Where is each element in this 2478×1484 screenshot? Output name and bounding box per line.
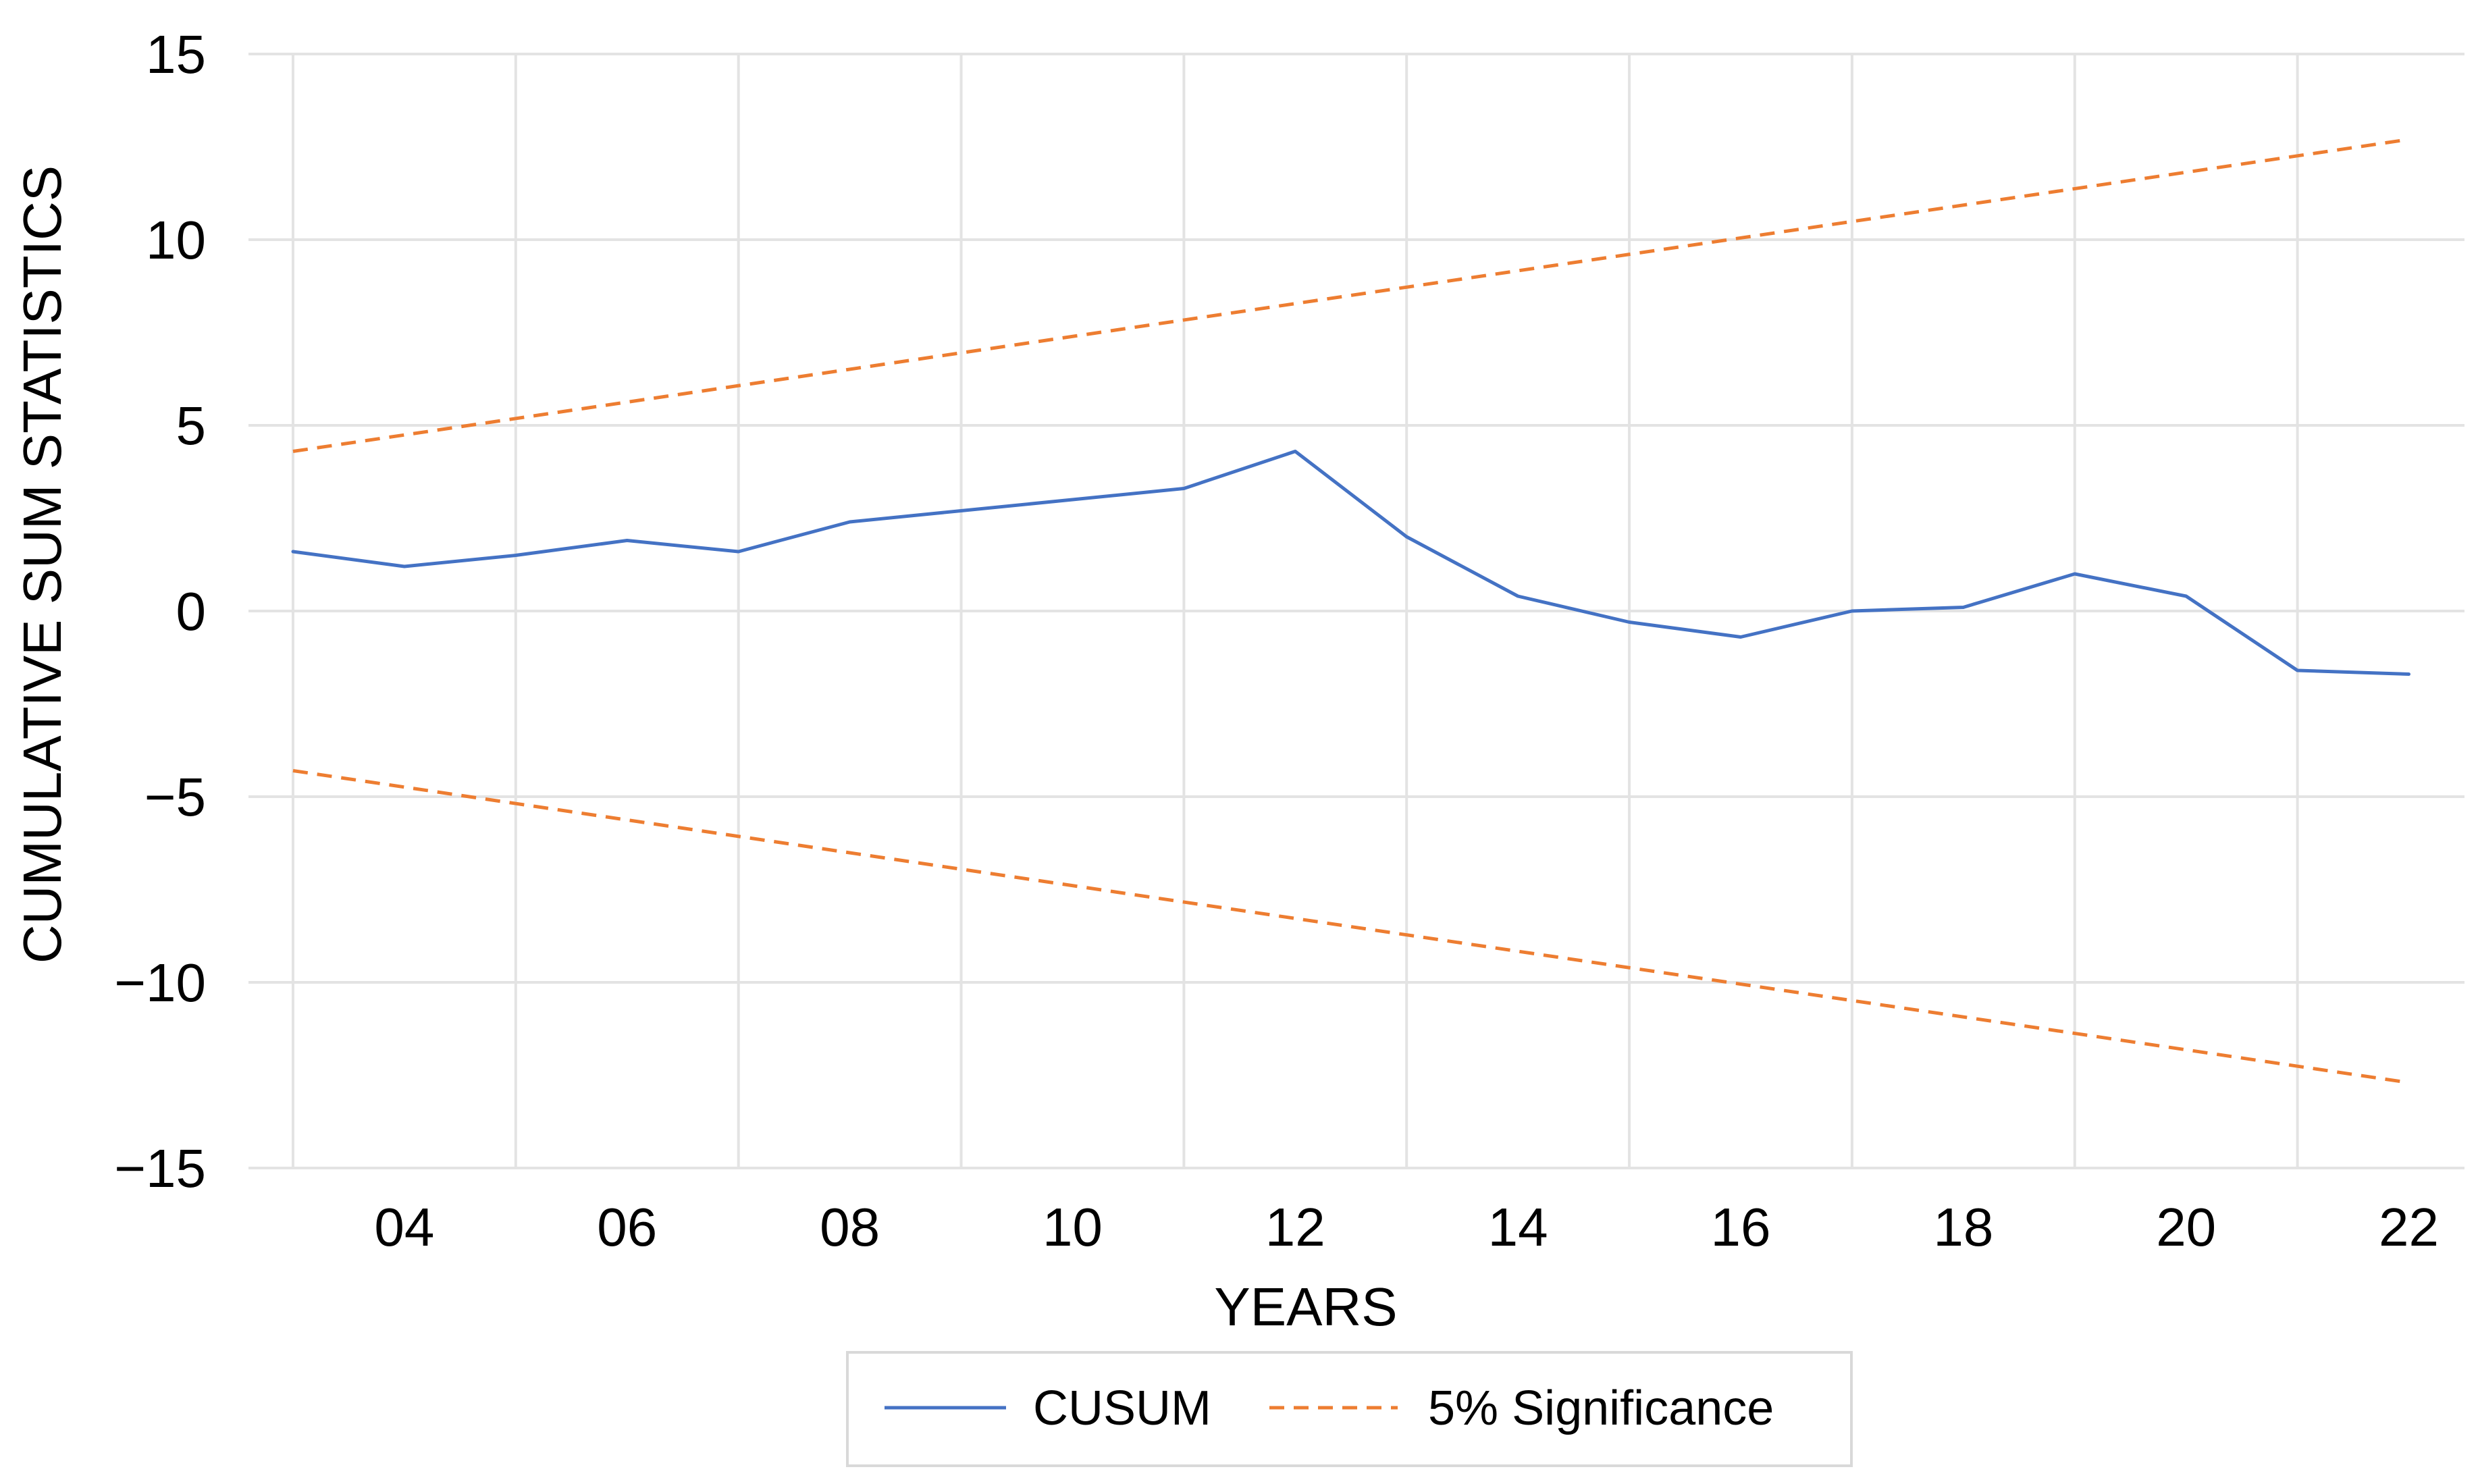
cusum-line — [291, 450, 2410, 676]
significance-bound-line — [292, 769, 2409, 1084]
x-axis-title: YEARS — [1214, 1277, 1397, 1337]
y-tick-label: 0 — [176, 581, 207, 641]
grid — [248, 53, 2464, 1169]
x-tick-label: 22 — [2379, 1197, 2439, 1257]
y-tick-label: 5 — [176, 396, 207, 456]
legend-label-significance: 5% Significance — [1428, 1381, 1774, 1435]
series-group — [291, 138, 2410, 1084]
x-axis-ticks: 04 06 08 10 12 14 16 18 20 22 — [374, 1197, 2439, 1257]
significance-bound-line — [292, 138, 2409, 453]
y-tick-label: −5 — [144, 767, 206, 827]
y-tick-label: 15 — [146, 24, 206, 84]
x-tick-label: 20 — [2156, 1197, 2216, 1257]
x-tick-label: 06 — [597, 1197, 657, 1257]
x-tick-label: 04 — [374, 1197, 434, 1257]
legend-label-cusum: CUSUM — [1033, 1381, 1211, 1435]
y-axis-ticks: 15 10 5 0 −5 −10 −15 — [114, 24, 206, 1198]
y-axis-title: CUMULATIVE SUM STATISTICS — [12, 165, 72, 963]
x-tick-label: 18 — [1933, 1197, 1993, 1257]
y-tick-label: −10 — [114, 953, 206, 1013]
y-tick-label: 10 — [146, 210, 206, 270]
y-tick-label: −15 — [114, 1138, 206, 1198]
x-tick-label: 08 — [820, 1197, 880, 1257]
x-tick-label: 12 — [1265, 1197, 1325, 1257]
legend: CUSUM 5% Significance — [846, 1351, 1853, 1467]
x-tick-label: 16 — [1710, 1197, 1770, 1257]
x-tick-label: 10 — [1043, 1197, 1103, 1257]
x-tick-label: 14 — [1488, 1197, 1548, 1257]
